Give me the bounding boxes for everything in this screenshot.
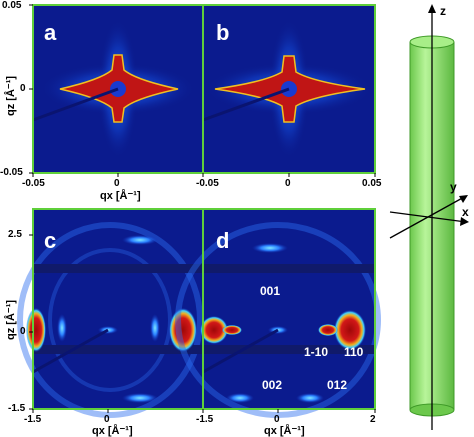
tick-marks — [29, 4, 376, 413]
panel-label-c: c — [44, 228, 57, 253]
tick-top-y-max: 0.05 — [2, 0, 22, 11]
peak-label-002: 002 — [262, 378, 283, 392]
bottom-xlabel-c: qx [Å⁻¹] — [92, 425, 133, 437]
panel-label-b: b — [216, 20, 230, 45]
peak-label-1-10: 1-10 — [304, 345, 329, 359]
tick-top-y-mid: 0 — [20, 83, 26, 94]
tick-top-y-min: -0.05 — [0, 167, 23, 178]
axis-label-x: x — [462, 205, 469, 219]
axis-label-z: z — [440, 4, 446, 18]
tick-c-x-mid: 0 — [104, 414, 110, 425]
tick-bottom-y-min: -1.5 — [8, 403, 26, 414]
peak-label-001: 001 — [260, 284, 281, 298]
tick-d-x-mid: 0 — [274, 414, 280, 425]
geometry-diagram — [389, 4, 469, 430]
panel-label-a: a — [44, 20, 57, 45]
panel-c — [17, 208, 204, 418]
top-ylabel: qz [Å⁻¹] — [5, 75, 17, 116]
tick-d-x-min: -1.5 — [196, 414, 214, 425]
top-xlabel: qx [Å⁻¹] — [100, 190, 141, 202]
tick-b-x-min: -0.05 — [196, 178, 219, 189]
panel-a — [32, 4, 204, 174]
tick-b-x-mid: 0 — [285, 178, 291, 189]
bottom-ylabel: qz [Å⁻¹] — [5, 299, 17, 340]
x-axis-line — [389, 211, 467, 223]
tick-b-x-max: 0.05 — [362, 178, 382, 189]
panel-d — [175, 208, 381, 418]
bottom-xlabel-d: qx [Å⁻¹] — [264, 425, 305, 437]
tick-a-x-mid: 0 — [114, 178, 120, 189]
peak-label-110: 110 — [344, 345, 364, 359]
panel-label-d: d — [216, 228, 230, 253]
tick-a-x-min: -0.05 — [22, 178, 45, 189]
panel-b — [202, 4, 376, 174]
tick-c-x-min: -1.5 — [24, 414, 42, 425]
tick-bottom-y-max: 2.5 — [8, 229, 22, 240]
tick-d-x-max: 2 — [370, 414, 376, 425]
peak-label-012: 012 — [327, 378, 348, 392]
axis-label-y: y — [450, 180, 457, 194]
tick-bottom-y-mid: 0 — [20, 326, 26, 337]
